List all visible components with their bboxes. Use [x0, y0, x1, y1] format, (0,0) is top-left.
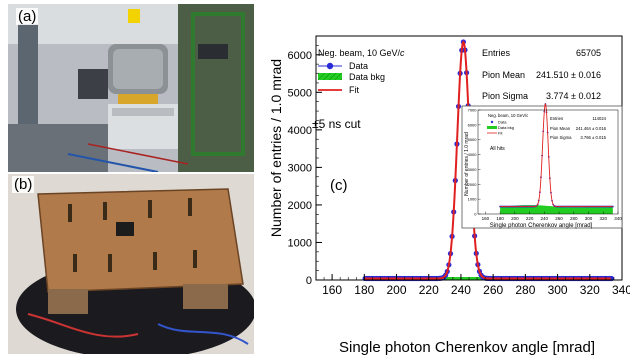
photo-b-detector-board: (b) [8, 174, 254, 354]
cut-label: ±5 ns cut [312, 117, 361, 131]
inset-x-tick-label-4: 240 [541, 216, 549, 221]
inset-legend-bkg-swatch [487, 126, 497, 129]
beam-label: Neg. beam, 10 GeV/c [318, 48, 405, 58]
stats-entries-label: Entries [482, 48, 511, 58]
x-axis-title: Single photon Cherenkov angle [mrad] [339, 339, 595, 356]
x-tick-label-3: 220 [419, 283, 439, 297]
inset-x-tick-label-8: 320 [600, 216, 608, 221]
inset-y-tick-label-7: 7000 [468, 108, 478, 113]
inset-y-tick-label-2: 2000 [468, 182, 478, 187]
y-axis-title: Number of entries / 1.0 mrad [268, 59, 284, 237]
legend-data-marker [326, 62, 334, 70]
inset-y-tick-label-5: 5000 [468, 137, 478, 142]
x-tick-label-1: 180 [354, 283, 374, 297]
inset-y-tick-label-1: 1000 [468, 197, 478, 202]
stats-entries-value: 65705 [576, 48, 601, 58]
inset-mean-value: 241.464 ± 0.016 [576, 126, 607, 131]
y-tick-label-6: 6000 [288, 50, 312, 62]
stats-box: Entries 65705 Pion Mean 241.510 ± 0.016 … [482, 48, 601, 101]
x-tick-label-5: 260 [483, 283, 503, 297]
inset-y-tick-label-6: 6000 [468, 122, 478, 127]
panel-c-label: (c) [330, 177, 348, 194]
x-tick-label-9: 340 [612, 283, 630, 297]
inset-y-tick-label-4: 4000 [468, 152, 478, 157]
x-tick-label-0: 160 [322, 283, 342, 297]
legend-bkg-hatch [318, 73, 342, 80]
legend-fit-label: Fit [349, 85, 359, 95]
inset-x-tick-label-2: 200 [511, 216, 519, 221]
y-tick-label-1: 1000 [288, 237, 312, 249]
legend: Data Data bkg Fit [318, 61, 385, 95]
stats-sigma-value: 3.774 ± 0.012 [546, 91, 601, 101]
inset-legend-bkg-label: Data bkg [498, 125, 514, 130]
inset-legend-fit-label: Fit [498, 131, 503, 136]
inset-plot-frame [477, 109, 619, 215]
legend-bkg-label: Data bkg [349, 72, 385, 82]
stats-mean-label: Pion Mean [482, 70, 525, 80]
inset-sigma-value: 3.766 ± 0.015 [580, 135, 606, 140]
inset-entries-label: Entries [550, 116, 563, 121]
inset-chart: 160 180 200 220 240 260 280 300 320 340 0 1000 2000 3… [461, 102, 623, 229]
inset-x-tick-label-9: 340 [614, 216, 622, 221]
inset-y-tick-label-3: 3000 [468, 167, 478, 172]
inset-x-tick-label-7: 300 [585, 216, 593, 221]
x-tick-label-2: 200 [387, 283, 407, 297]
y-tick-label-4: 4000 [288, 125, 312, 137]
inset-mean-label: Pion Mean [550, 126, 571, 131]
inset-legend-data-marker [490, 120, 494, 124]
inset-bkg-area [500, 205, 613, 214]
chart-c-cherenkov-angle: 160 180 200 220 240 260 280 300 320 340 0 1000 2000 3… [256, 0, 630, 357]
fit-curve [364, 40, 611, 280]
y-tick-label-0: 0 [306, 275, 312, 287]
y-tick-label-5: 5000 [288, 87, 312, 99]
panel-b-label: (b) [12, 176, 35, 193]
panel-a-label: (a) [16, 8, 39, 25]
y-tick-label-3: 3000 [288, 162, 312, 174]
inset-y-axis-title: Number of entries / 1.0 mrad [464, 132, 470, 196]
inset-y-tick-label-0: 0 [474, 212, 477, 217]
photo-a-illustration [8, 4, 254, 172]
inset-x-tick-label-1: 180 [496, 216, 504, 221]
inset-fit-curve [500, 102, 613, 208]
chart-svg: 160 180 200 220 240 260 280 300 320 3400100020003… [268, 35, 630, 356]
inset-x-tick-label-0: 160 [482, 216, 490, 221]
y-tick-label-2: 2000 [288, 200, 312, 212]
inset-x-axis-title: Single photon Cherenkov angle [mrad] [490, 223, 593, 229]
legend-data-label: Data [349, 61, 368, 71]
stats-mean-value: 241.510 ± 0.016 [536, 70, 601, 80]
inset-x-tick-label-5: 260 [555, 216, 563, 221]
x-tick-label-8: 320 [580, 283, 600, 297]
beam-label-unit: c [400, 48, 405, 58]
photo-b-illustration [8, 174, 254, 354]
x-tick-label-7: 300 [548, 283, 568, 297]
inset-legend-data-label: Data [498, 120, 507, 125]
inset-entries-value: 114024 [592, 116, 606, 121]
x-tick-label-4: 240 [451, 283, 471, 297]
stats-sigma-label: Pion Sigma [482, 91, 528, 101]
inset-cut-label: All hits [490, 146, 505, 152]
inset-sigma-label: Pion Sigma [550, 135, 572, 140]
x-tick-label-6: 280 [515, 283, 535, 297]
inset-beam-label: Neg. beam, 10 GeV/c [488, 113, 528, 118]
inset-x-tick-label-6: 280 [570, 216, 578, 221]
inset-x-tick-label-3: 220 [526, 216, 534, 221]
photo-a-test-beam-setup: (a) [8, 4, 254, 172]
beam-label-text: Neg. beam, 10 GeV/ [318, 48, 401, 58]
